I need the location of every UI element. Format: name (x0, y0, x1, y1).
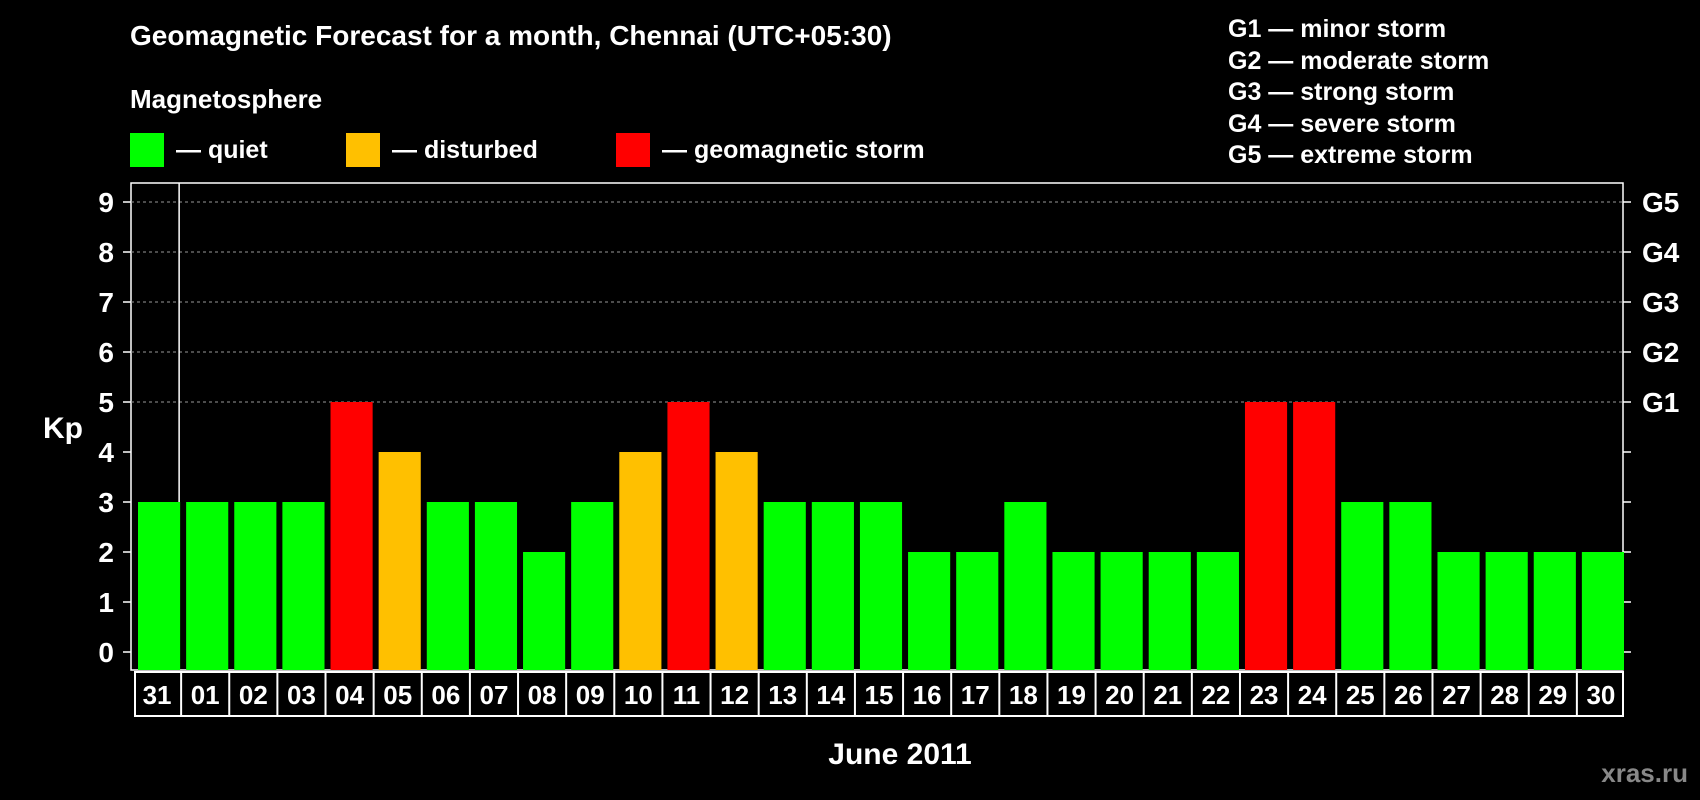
bar (667, 402, 710, 670)
g-tick-label: G2 (1642, 337, 1679, 368)
bar (763, 502, 806, 670)
bar (1004, 502, 1047, 670)
bar (859, 502, 903, 670)
legend-label-disturbed: — disturbed (392, 135, 538, 164)
y-tick-label: 6 (98, 337, 114, 368)
x-tick-label: 15 (865, 680, 894, 710)
x-tick-label: 18 (1009, 680, 1038, 710)
g-scale-item: G1 — minor storm (1228, 15, 1447, 43)
legend-item-disturbed: — disturbed (346, 133, 538, 167)
legend-heading: Magnetosphere (130, 84, 323, 114)
y-tick-label: 0 (98, 637, 114, 668)
bar (1052, 552, 1095, 670)
y-tick-label: 2 (98, 537, 114, 568)
legend-swatch-disturbed (346, 133, 380, 167)
x-tick-label: 10 (624, 680, 653, 710)
bar (474, 502, 518, 670)
y-tick-label: 3 (98, 487, 114, 518)
x-tick-label: 08 (528, 680, 557, 710)
bar (1293, 402, 1336, 670)
x-tick-label: 29 (1538, 680, 1567, 710)
x-tick-label: 03 (287, 680, 316, 710)
bar (330, 402, 373, 670)
bar (426, 502, 469, 670)
x-tick-label: 02 (239, 680, 268, 710)
x-tick-label: 26 (1394, 680, 1423, 710)
x-tick-label: 07 (480, 680, 509, 710)
legend-swatch-quiet (130, 133, 164, 167)
bar (523, 552, 566, 670)
legend-swatch-storm (616, 133, 650, 167)
x-tick-label: 17 (961, 680, 990, 710)
bar (715, 452, 758, 670)
legend-item-quiet: — quiet (130, 133, 268, 167)
x-tick-label: 04 (335, 680, 364, 710)
g-scale-item: G4 — severe storm (1228, 109, 1456, 138)
g-scale-item: G3 — strong storm (1228, 78, 1455, 106)
bar (1437, 552, 1480, 670)
x-tick-label: 05 (383, 680, 412, 710)
bar (1341, 502, 1384, 670)
x-axis-label: June 2011 (828, 738, 971, 771)
x-tick-label: 16 (913, 680, 942, 710)
legend-label-storm: — geomagnetic storm (662, 135, 925, 164)
y-tick-label: 4 (98, 437, 114, 468)
category-axis-box (134, 671, 1624, 717)
bar (234, 502, 277, 670)
bar (186, 502, 229, 670)
x-tick-label: 28 (1490, 680, 1519, 710)
bar (908, 552, 951, 670)
g-tick-label: G4 (1642, 237, 1680, 268)
bar (378, 452, 421, 670)
y-tick-label: 9 (98, 187, 114, 218)
bar (811, 502, 854, 670)
bar (1100, 552, 1143, 670)
g-tick-label: G1 (1642, 387, 1679, 418)
y-tick-label: 7 (98, 287, 114, 318)
bar (1148, 552, 1191, 670)
y-axis-label: Kp (43, 412, 83, 445)
bar (1533, 552, 1576, 670)
bar (1581, 552, 1624, 670)
g-tick-label: G3 (1642, 287, 1679, 318)
x-tick-label: 30 (1586, 680, 1615, 710)
x-tick-label: 19 (1057, 680, 1086, 710)
g-scale-legend: G1 — minor storm G2 — moderate storm G3 … (1228, 14, 1489, 172)
x-tick-label: 27 (1442, 680, 1471, 710)
bar (571, 502, 614, 670)
bar (1485, 552, 1528, 670)
y-tick-label: 1 (98, 587, 114, 618)
x-tick-label: 20 (1105, 680, 1134, 710)
g-tick-label: G5 (1642, 187, 1679, 218)
bar (1244, 402, 1288, 670)
x-tick-label: 09 (576, 680, 605, 710)
x-tick-label: 25 (1346, 680, 1375, 710)
x-tick-label: 06 (431, 680, 460, 710)
g-scale-item: G5 — extreme storm (1228, 141, 1473, 169)
bar (956, 552, 999, 670)
bar (1196, 552, 1239, 670)
x-tick-label: 22 (1201, 680, 1230, 710)
bar (1389, 502, 1432, 670)
bar (138, 502, 181, 670)
x-tick-label: 11 (673, 680, 701, 710)
y-tick-label: 5 (98, 387, 114, 418)
x-tick-label: 31 (143, 680, 172, 710)
x-tick-label: 12 (720, 680, 749, 710)
chart-title: Geomagnetic Forecast for a month, Chenna… (130, 20, 892, 51)
x-tick-label: 13 (768, 680, 797, 710)
y-tick-label: 8 (98, 237, 114, 268)
bar (619, 452, 662, 670)
g-scale-item: G2 — moderate storm (1228, 46, 1490, 75)
legend-item-storm: — geomagnetic storm (616, 133, 925, 167)
watermark: xras.ru (1601, 758, 1688, 788)
x-tick-label: 24 (1298, 680, 1327, 710)
bar (282, 502, 325, 670)
x-tick-label: 23 (1250, 680, 1279, 710)
legend-label-quiet: — quiet (176, 135, 268, 164)
x-tick-label: 01 (191, 680, 220, 710)
x-tick-label: 14 (816, 680, 845, 710)
x-tick-label: 21 (1153, 680, 1182, 710)
